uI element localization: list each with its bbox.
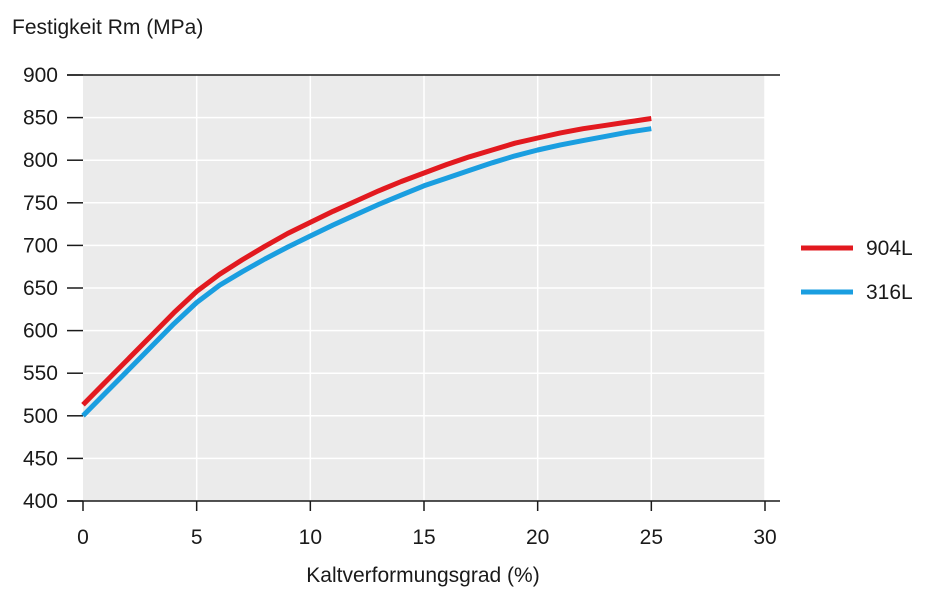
- x-tick-label: 15: [412, 526, 435, 549]
- y-tick-label: 750: [23, 192, 58, 215]
- y-tick-label: 650: [23, 277, 58, 300]
- y-tick-label: 900: [23, 64, 58, 87]
- y-tick-label: 850: [23, 107, 58, 130]
- y-tick-label: 800: [23, 149, 58, 172]
- x-tick-label: 10: [299, 526, 322, 549]
- x-tick-label: 25: [640, 526, 663, 549]
- series-line-316l: [81, 126, 652, 418]
- legend-label-904l: 904L: [866, 237, 913, 260]
- x-tick-label: 5: [191, 526, 203, 549]
- y-tick-label: 600: [23, 320, 58, 343]
- legend-label-316l: 316L: [866, 281, 913, 304]
- y-tick-label: 500: [23, 405, 58, 428]
- x-tick-label: 30: [753, 526, 776, 549]
- y-tick-label: 450: [23, 447, 58, 470]
- series-line-904l: [81, 116, 652, 407]
- y-tick-label: 400: [23, 490, 58, 513]
- x-axis-title: Kaltverformungsgrad (%): [306, 564, 539, 587]
- x-tick-label: 0: [77, 526, 89, 549]
- y-axis-title: Festigkeit Rm (MPa): [12, 16, 203, 39]
- y-tick-label: 700: [23, 234, 58, 257]
- y-tick-label: 550: [23, 362, 58, 385]
- x-tick-label: 20: [526, 526, 549, 549]
